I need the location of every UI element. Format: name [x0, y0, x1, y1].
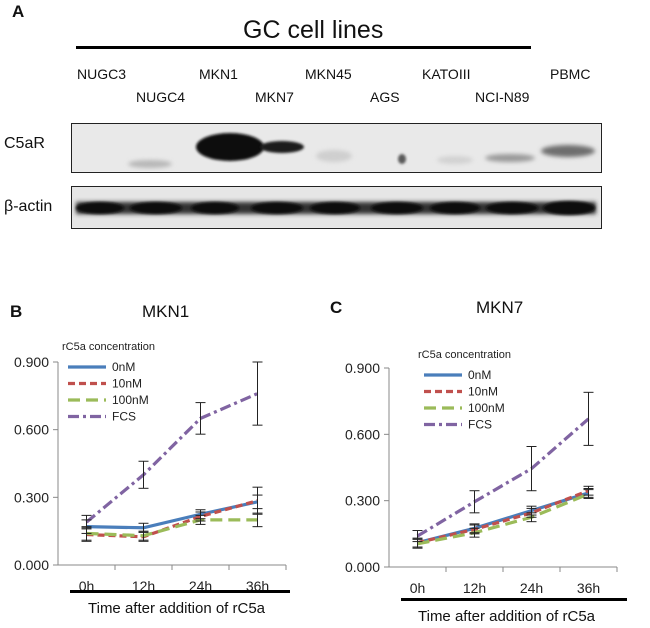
chart-b-errorbar-fcs	[138, 460, 149, 489]
band-actin-nci-n89	[486, 202, 538, 214]
chart-c-title: MKN7	[476, 298, 524, 317]
lane-label-nugc3: NUGC3	[77, 66, 127, 82]
chart-b-errorbar-100nm	[195, 514, 206, 525]
chart-c-series-100nm	[417, 492, 590, 546]
chart-c-xtick-label: 24h	[520, 580, 543, 596]
band-c5ar-mkn1	[196, 133, 264, 161]
chart-b-errorbar-10nm	[252, 486, 263, 515]
chart-c-legend-label-100nm: 100nM	[468, 401, 505, 415]
chart-b-ytick-label: 0.600	[14, 422, 49, 438]
panel-letter-b: B	[10, 302, 23, 321]
chart-c-errorbar-fcs	[412, 530, 423, 543]
chart-c-errorbar-fcs	[583, 391, 594, 446]
chart-b-ytick-label: 0.900	[14, 354, 49, 370]
chart-c-ytick-label: 0.300	[345, 493, 380, 509]
chart-b-legend-label-100nm: 100nM	[112, 393, 149, 407]
band-actin-katoiii	[430, 202, 480, 214]
chart-b-errorbar-fcs	[252, 361, 263, 426]
band-actin-ags	[371, 202, 423, 214]
chart-c-legend-label-fcs: FCS	[468, 418, 492, 432]
chart-c-ytick-label: 0.600	[345, 426, 380, 442]
chart-b-xtick-label: 24h	[189, 578, 212, 590]
chart-b-legend-label-0nm: 0nM	[112, 360, 135, 374]
band-c5ar-nugc4	[128, 160, 172, 168]
lane-label-pbmc: PBMC	[550, 66, 591, 82]
chart-c-ytick-label: 0.000	[345, 559, 380, 575]
chart-b-errorbar-100nm	[138, 530, 149, 541]
beta-actin-blot	[71, 186, 602, 229]
chart-c-series-fcs	[416, 417, 590, 538]
band-actin-nugc4	[130, 202, 182, 214]
c5ar-blot	[71, 123, 602, 173]
band-actin-mkn7	[251, 202, 303, 214]
band-actin-nugc3	[76, 202, 124, 214]
chart-b-title: MKN1	[142, 302, 190, 321]
band-c5ar-katoiii	[437, 156, 473, 164]
chart-c-xlabel: Time after addition of rC5a	[418, 608, 596, 625]
chart-c-xtick-label: 0h	[410, 580, 426, 596]
chart-b-xtick-label: 12h	[132, 578, 155, 590]
chart-c-legend-label-10nm: 10nM	[468, 385, 498, 399]
band-actin-mkn45	[310, 202, 360, 214]
chart-b-xtick-label: 36h	[246, 578, 269, 590]
chart-c-xtick-label: 12h	[463, 580, 486, 596]
chart-c-legend-label-0nm: 0nM	[468, 368, 491, 382]
lane-label-ags: AGS	[370, 89, 400, 105]
chart-c-legend-title: rC5a concentration	[418, 349, 511, 361]
chart-b-ytick-label: 0.300	[14, 489, 49, 505]
chart-b-series-100nm	[86, 518, 258, 538]
chart-b-xtick-label: 0h	[79, 578, 95, 590]
chart-c-series-10nm	[417, 489, 590, 545]
chart-b-errorbar-100nm	[252, 512, 263, 528]
chart-b-errorbar-fcs	[195, 402, 206, 435]
lane-label-katoiii: KATOIII	[422, 66, 471, 82]
panel-letter-c: C	[330, 298, 343, 317]
lane-label-nugc4: NUGC4	[136, 89, 186, 105]
band-c5ar-nci-n89	[485, 154, 535, 162]
chart-b-legend-label-fcs: FCS	[112, 410, 136, 424]
blot-label-beta-actin: β-actin	[4, 198, 53, 215]
chart-b-xlabel: Time after addition of rC5a	[88, 600, 266, 617]
lane-label-mkn7: MKN7	[255, 89, 294, 105]
chart-b-ytick-label: 0.000	[14, 557, 49, 573]
band-c5ar-mkn7	[260, 141, 304, 153]
chart-b-legend-label-10nm: 10nM	[112, 377, 142, 391]
chart-c-errorbar-fcs	[469, 490, 480, 514]
band-actin-pbmc	[543, 201, 595, 215]
band-c5ar-ags	[398, 154, 406, 164]
lane-label-mkn45: MKN45	[305, 66, 352, 82]
chart-b-series-0nm	[86, 500, 258, 530]
panel-a-title: GC cell lines	[243, 16, 384, 44]
chart-b: 0.000 0.300 0.600 0.900 0h 12h 24h 36h rC5a conc…	[14, 341, 287, 590]
chart-c-errorbar-100nm	[583, 489, 594, 499]
band-c5ar-mkn45	[316, 150, 352, 162]
lane-label-nci-n89: NCI-N89	[475, 89, 530, 105]
chart-c-xtick-label: 36h	[577, 580, 600, 596]
chart-c-errorbar-100nm	[469, 527, 480, 538]
chart-b-errorbar-fcs	[81, 514, 92, 530]
chart-c: 0.000 0.300 0.600 0.900 0h 12h 24h 36h rC5a conc…	[345, 349, 618, 596]
chart-c-xlabel-rule	[401, 598, 627, 601]
chart-b-xlabel-rule	[70, 590, 290, 593]
blot-label-c5ar: C5aR	[4, 135, 45, 152]
band-c5ar-pbmc	[541, 145, 595, 157]
chart-c-errorbar-100nm	[526, 512, 537, 523]
title-underline	[76, 46, 531, 49]
chart-c-errorbar-fcs	[526, 445, 537, 492]
lane-label-mkn1: MKN1	[199, 66, 238, 82]
chart-b-series-fcs	[85, 392, 259, 524]
band-actin-mkn1	[191, 202, 239, 214]
panel-letter-a: A	[12, 2, 25, 21]
chart-c-ytick-label: 0.900	[345, 360, 380, 376]
chart-b-legend-title: rC5a concentration	[62, 341, 155, 353]
